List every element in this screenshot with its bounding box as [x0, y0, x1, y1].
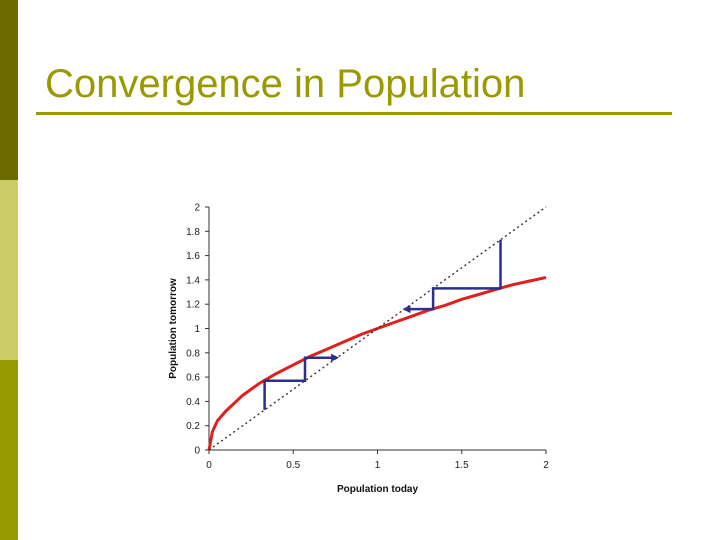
- sidebar-band-top: [0, 0, 18, 180]
- y-tick-label: 2: [194, 203, 200, 214]
- title-underline: [36, 112, 672, 115]
- x-tick-label: 0: [206, 460, 212, 471]
- y-tick-label: 0.2: [186, 421, 200, 432]
- slide-title: Convergence in Population: [45, 62, 526, 106]
- x-axis-title: Population today: [337, 484, 419, 495]
- series-line-solid: [207, 276, 547, 451]
- y-tick-label: 1: [194, 324, 200, 335]
- y-tick-label: 1.2: [186, 300, 200, 311]
- x-tick-label: 1.5: [455, 460, 469, 471]
- sidebar-band-bottom: [0, 360, 18, 540]
- y-axis-title: Population tomorrow: [168, 278, 179, 379]
- sidebar-band-middle: [0, 180, 18, 360]
- y-tick-label: 0.4: [186, 397, 200, 408]
- x-tick-label: 1: [375, 460, 381, 471]
- y-tick-label: 0.6: [186, 373, 200, 384]
- series-line-dotted: [208, 206, 547, 451]
- y-tick-label: 1.8: [186, 227, 200, 238]
- x-tick-label: 2: [543, 460, 549, 471]
- y-tick-label: 1.4: [186, 275, 200, 286]
- y-tick-label: 0: [194, 446, 200, 457]
- cobweb-path-2: [402, 239, 502, 314]
- y-tick-label: 1.6: [186, 251, 200, 262]
- x-tick-label: 0.5: [286, 460, 300, 471]
- y-tick-label: 0.8: [186, 348, 200, 359]
- cobweb-path-1: [263, 353, 340, 410]
